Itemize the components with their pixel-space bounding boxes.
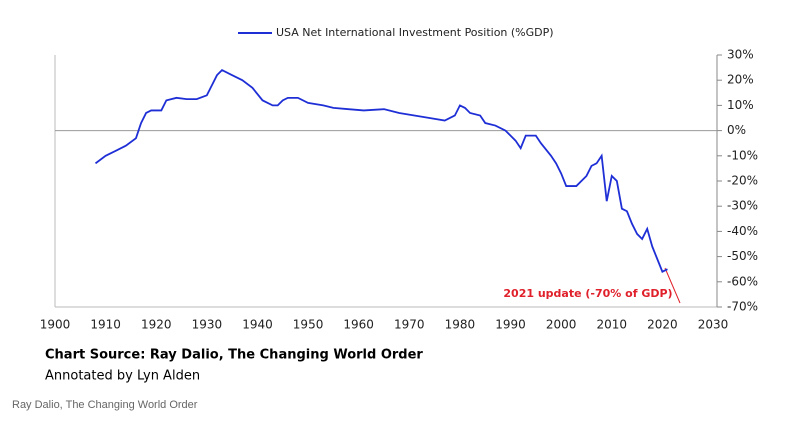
x-tick-label: 2000 xyxy=(546,318,577,332)
y-tick-label: -40% xyxy=(727,224,758,238)
annotation-pointer xyxy=(664,267,681,304)
note: Annotated by Lyn Alden xyxy=(45,369,200,384)
legend-label: USA Net International Investment Positio… xyxy=(276,26,554,39)
y-tick-label: 10% xyxy=(727,98,754,112)
caption: Ray Dalio, The Changing World Order xyxy=(12,399,198,411)
x-tick-label: 1990 xyxy=(495,318,526,332)
x-tick-label: 1970 xyxy=(394,318,425,332)
y-tick-label: 20% xyxy=(727,73,754,87)
y-tick-label: -60% xyxy=(727,274,758,288)
y-tick-label: -10% xyxy=(727,148,758,162)
x-tick-label: 1900 xyxy=(40,318,71,332)
x-tick-label: 1920 xyxy=(141,318,172,332)
x-tick-label: 2020 xyxy=(647,318,678,332)
x-tick-label: 1980 xyxy=(445,318,476,332)
y-tick-label: 30% xyxy=(727,48,754,62)
series-line xyxy=(94,69,668,273)
x-tick-label: 1940 xyxy=(242,318,273,332)
x-tick-label: 1930 xyxy=(192,318,223,332)
x-tick-label: 1910 xyxy=(90,318,121,332)
x-tick-label: 1960 xyxy=(343,318,374,332)
y-tick-label: -70% xyxy=(727,300,758,314)
y-tick-label: 0% xyxy=(727,123,746,137)
source: Chart Source: Ray Dalio, The Changing Wo… xyxy=(45,348,423,363)
x-tick-label: 2010 xyxy=(596,318,627,332)
annotation: 2021 update (-70% of GDP) xyxy=(503,287,672,300)
y-tick-label: -30% xyxy=(727,199,758,213)
x-tick-label: 1950 xyxy=(293,318,324,332)
x-tick-label: 2030 xyxy=(698,318,729,332)
y-tick-label: -20% xyxy=(727,174,758,188)
y-tick-label: -50% xyxy=(727,249,758,263)
